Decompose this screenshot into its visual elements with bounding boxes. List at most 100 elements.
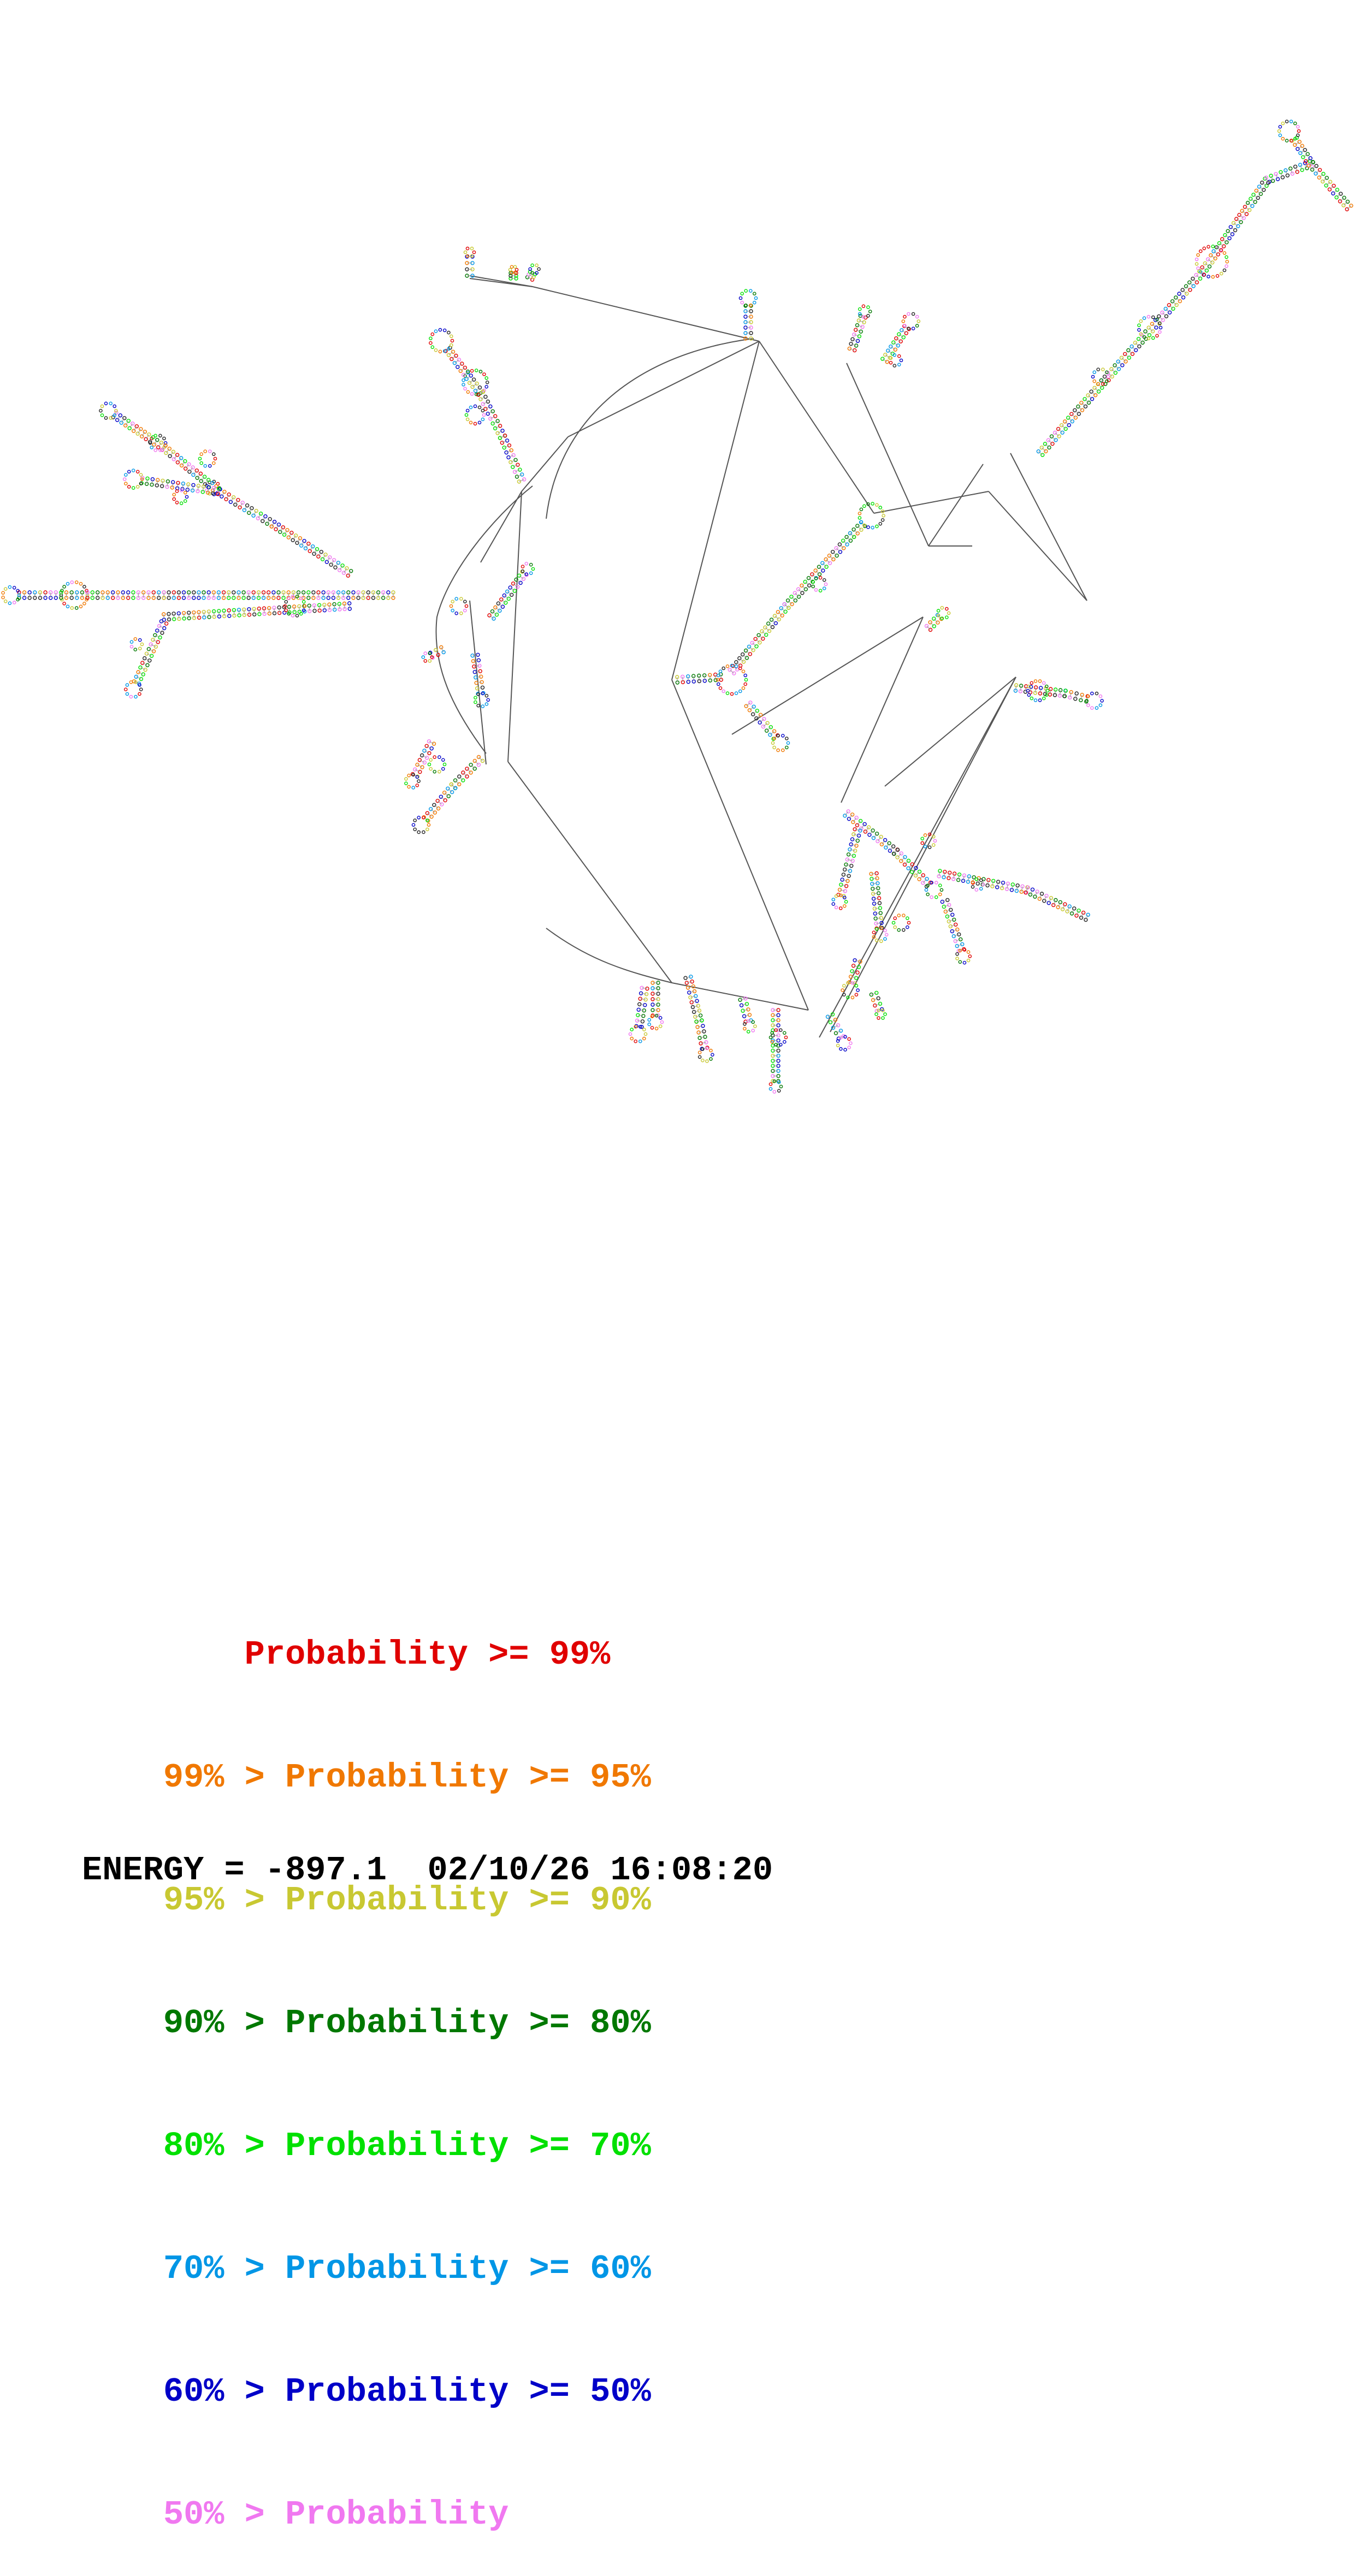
nucleotide	[411, 773, 416, 777]
nucleotide	[1180, 288, 1185, 292]
base-pair	[485, 406, 491, 409]
nucleotide	[771, 741, 775, 745]
base-pair	[1030, 889, 1033, 895]
nucleotide	[770, 625, 775, 630]
nucleotide	[306, 542, 311, 546]
nucleotide	[1305, 152, 1310, 156]
nucleotide	[693, 1014, 697, 1019]
nucleotide	[113, 404, 116, 408]
nucleotide	[1219, 271, 1223, 276]
nucleotide	[822, 578, 826, 582]
nucleotide	[810, 572, 814, 577]
base-pair	[417, 764, 423, 768]
nucleotide	[741, 669, 746, 673]
nucleotide	[985, 883, 990, 888]
base-pair	[1152, 323, 1157, 328]
nucleotide	[874, 1012, 878, 1016]
nucleotide	[482, 372, 486, 376]
nucleotide	[732, 671, 736, 675]
nucleotide	[1264, 183, 1269, 188]
nucleotide	[1207, 275, 1210, 278]
base-pair	[324, 604, 325, 610]
nucleotide	[839, 1036, 843, 1040]
nucleotide	[751, 648, 755, 652]
nucleotide	[1102, 375, 1107, 379]
base-pair	[742, 654, 747, 658]
base-pair	[1044, 895, 1047, 901]
base-pair	[492, 420, 498, 424]
nucleotide	[185, 495, 189, 499]
nucleotide	[433, 755, 437, 759]
nucleotide	[844, 535, 849, 539]
nucleotide	[278, 530, 282, 534]
base-pair	[522, 571, 527, 575]
nucleotide	[472, 250, 476, 254]
nucleotide	[1239, 220, 1243, 224]
nucleotide	[740, 300, 744, 305]
nucleotide	[228, 500, 233, 504]
nucleotide	[151, 638, 155, 642]
base-pair	[288, 532, 292, 538]
nucleotide	[838, 550, 843, 554]
nucleotide	[469, 763, 473, 767]
nucleotide	[888, 848, 892, 853]
base-pair	[193, 470, 197, 475]
nucleotide	[966, 958, 971, 963]
nucleotide	[642, 1028, 646, 1031]
nucleotide	[793, 591, 797, 595]
nucleotide	[1001, 881, 1006, 885]
base-pair	[146, 653, 152, 656]
nucleotide	[931, 843, 936, 847]
nucleotide	[683, 976, 688, 980]
nucleotide	[285, 528, 289, 532]
base-pair	[1025, 887, 1028, 893]
nucleotide	[1074, 913, 1079, 918]
nucleotide	[464, 377, 469, 381]
nucleotide	[834, 905, 838, 910]
nucleotide	[844, 862, 848, 867]
nucleotide	[961, 879, 966, 883]
nucleotide	[943, 909, 948, 914]
nucleotide	[115, 418, 120, 422]
nucleotide	[1099, 385, 1104, 390]
nucleotide	[441, 767, 445, 771]
nucleotide	[948, 924, 953, 929]
nucleotide	[854, 984, 859, 988]
nucleotide	[790, 602, 794, 607]
nucleotide	[836, 1043, 840, 1048]
nucleotide	[834, 894, 838, 898]
nucleotide	[443, 798, 447, 803]
domain-upper-left	[429, 328, 527, 484]
base-pair	[898, 334, 904, 338]
nucleotide	[1278, 124, 1282, 129]
nucleotide	[947, 611, 951, 615]
base-pair	[852, 971, 858, 973]
base-pair	[516, 579, 521, 583]
nucleotide	[879, 926, 883, 930]
nucleotide	[827, 554, 832, 558]
nucleotide	[509, 460, 513, 465]
base-pair	[1333, 189, 1338, 194]
nucleotide	[441, 758, 445, 762]
nucleotide	[338, 568, 342, 572]
base-pair	[1158, 316, 1163, 320]
base-pair	[853, 529, 858, 534]
base-pair	[1111, 369, 1116, 373]
base-pair	[506, 450, 512, 453]
nucleotide	[803, 587, 808, 591]
nucleotide	[336, 561, 341, 565]
nucleotide	[910, 862, 914, 866]
nucleotide	[430, 332, 435, 336]
nucleotide	[1150, 322, 1155, 326]
backbone-link	[480, 491, 522, 563]
nucleotide	[311, 544, 315, 549]
base-pair	[736, 662, 741, 666]
nucleotide	[751, 1020, 755, 1024]
base-pair	[766, 727, 771, 731]
nucleotide	[129, 680, 133, 684]
nucleotide	[693, 994, 698, 999]
nucleotide	[855, 524, 860, 528]
nucleotide	[425, 818, 429, 822]
nucleotide	[1010, 882, 1015, 887]
nucleotide	[1331, 191, 1335, 195]
